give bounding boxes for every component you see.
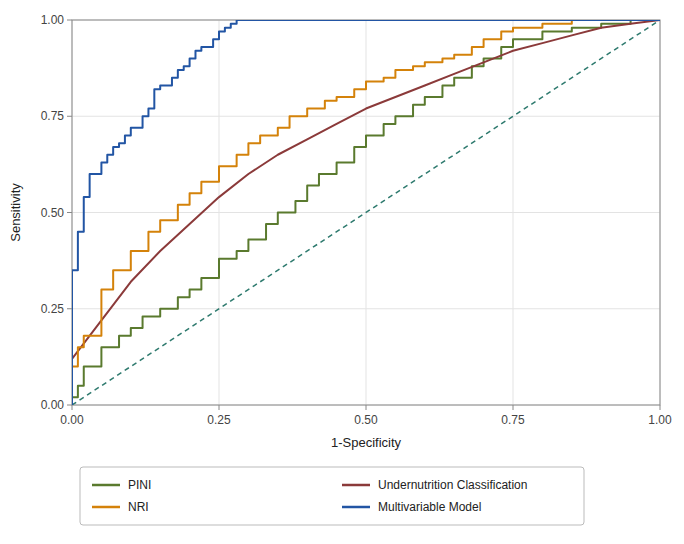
legend-label: NRI — [128, 500, 149, 514]
legend-label: Multivariable Model — [378, 500, 481, 514]
y-axis-label: Sensitivity — [8, 183, 23, 242]
tick-mark — [660, 405, 661, 410]
legend-label: Undernutrition Classification — [378, 478, 527, 492]
tick-label: 0.50 — [354, 413, 378, 427]
tick-label: 0.25 — [41, 302, 65, 316]
legend-swatch — [92, 484, 120, 487]
legend-swatch — [342, 484, 370, 487]
tick-label: 0.50 — [41, 206, 65, 220]
grid — [72, 20, 660, 405]
legend: PINI Undernutrition Classification NRI Mult… — [80, 467, 584, 525]
legend-label: PINI — [128, 478, 151, 492]
tick-mark — [366, 405, 367, 410]
axes: 0.00 0.25 0.50 0.75 1.00 0.00 0.25 0.50 0.75 1.00 — [41, 13, 672, 427]
tick-label: 0.25 — [207, 413, 231, 427]
chart: 0.00 0.25 0.50 0.75 1.00 0.00 0.25 0.50 0.75 1.00… — [0, 0, 684, 544]
plot-frame — [72, 20, 660, 405]
tick-mark — [513, 405, 514, 410]
legend-swatch — [342, 506, 370, 509]
data — [72, 20, 660, 405]
tick-mark — [67, 308, 72, 309]
tick-label: 0.75 — [41, 109, 65, 123]
tick-mark — [72, 405, 73, 410]
tick-mark — [67, 212, 72, 213]
tick-mark — [67, 20, 72, 21]
tick-label: 0.00 — [60, 413, 84, 427]
series-line — [72, 20, 660, 405]
tick-label: 0.00 — [41, 398, 65, 412]
legend-box — [80, 467, 584, 525]
legend-swatch — [92, 506, 120, 509]
tick-label: 1.00 — [41, 13, 65, 27]
series-line — [72, 20, 660, 405]
grid-line — [72, 116, 660, 117]
series-line — [72, 20, 660, 405]
tick-label: 1.00 — [648, 413, 672, 427]
tick-mark — [67, 116, 72, 117]
tick-label: 0.75 — [501, 413, 525, 427]
tick-mark — [67, 405, 72, 406]
plot-background — [72, 20, 660, 405]
series-line — [72, 20, 660, 405]
x-axis-label: 1-Specificity — [331, 435, 402, 450]
tick-mark — [219, 405, 220, 410]
reference-line — [72, 20, 660, 405]
